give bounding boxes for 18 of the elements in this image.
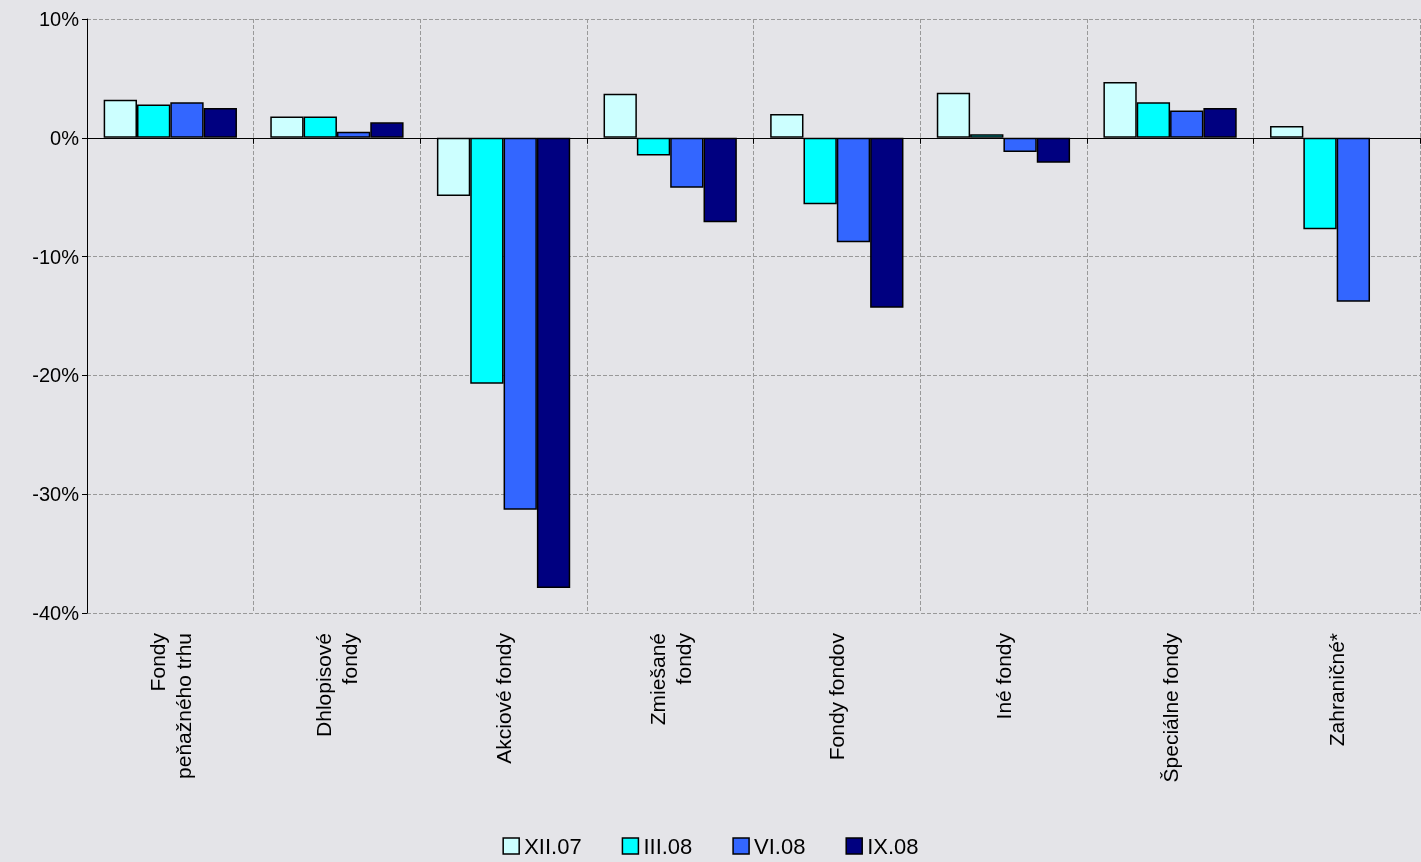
- legend-label: VI.08: [754, 833, 806, 859]
- y-tick-label: -10%: [32, 245, 80, 268]
- x-tick-label: Zmiešané fondy: [645, 632, 695, 726]
- y-tick-label: -30%: [32, 483, 80, 506]
- legend-label: III.08: [643, 833, 693, 859]
- x-tick-label: Fondy peňažného trhu: [145, 632, 195, 779]
- x-tick-label: Akciové fondy: [492, 632, 516, 764]
- legend-label: IX.08: [867, 833, 919, 859]
- x-tick-label: Fondy fondov: [825, 632, 849, 761]
- y-tick-label: 0%: [50, 126, 80, 149]
- x-tick-label: Iné fondy: [991, 632, 1015, 720]
- y-tick-label: 10%: [38, 8, 80, 30]
- x-tick-label: Špeciálne fondy: [1158, 632, 1182, 783]
- y-tick-label: -20%: [32, 364, 80, 387]
- y-tick-label: -40%: [32, 602, 80, 624]
- x-tick-label: Dhlopisové fondy: [312, 632, 362, 737]
- legend-label: XII.07: [524, 833, 582, 859]
- x-tick-label: Zahraničné*: [1325, 633, 1349, 747]
